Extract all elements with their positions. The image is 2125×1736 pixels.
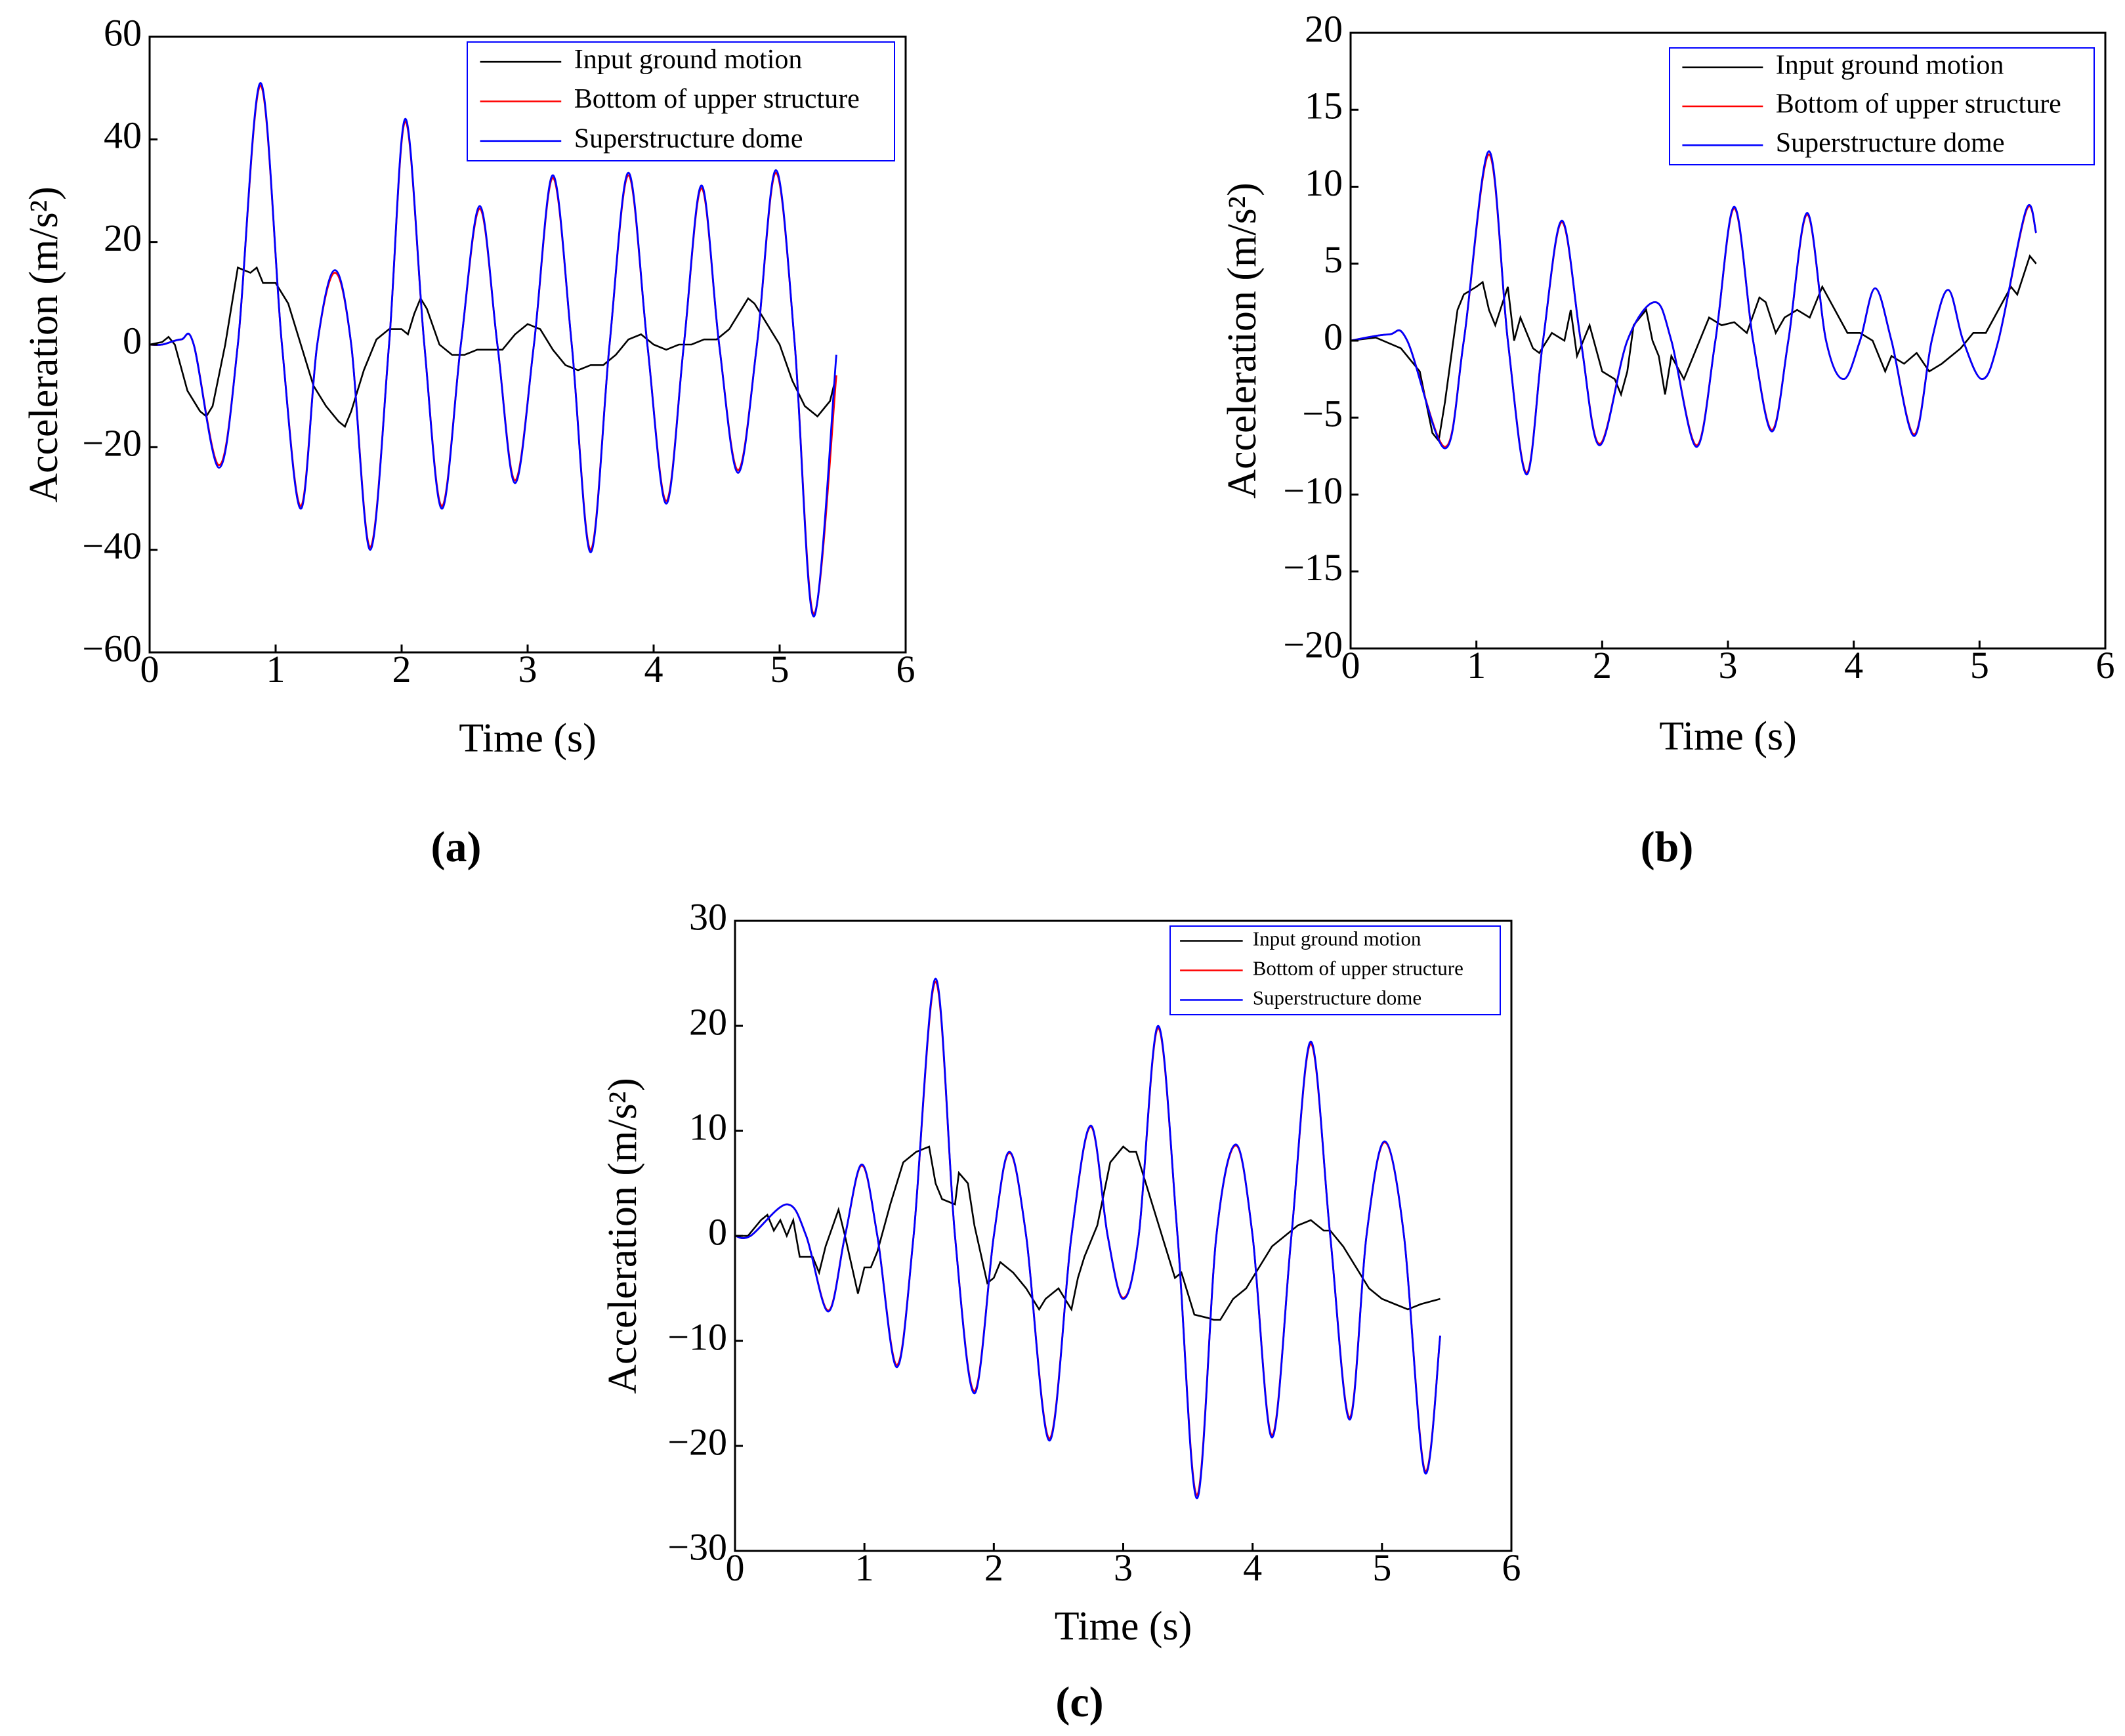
legend-label: Input ground motion xyxy=(1776,50,2004,80)
legend-label: Bottom of upper structure xyxy=(1776,89,2061,119)
series-line xyxy=(734,977,1441,1500)
legend-label: Bottom of upper structure xyxy=(1253,957,1463,980)
x-tick-label: 6 xyxy=(896,648,915,690)
x-tick-label: 5 xyxy=(770,648,789,690)
subplot: 0 1 2 3 4 5 6 −60 −40 −20 0 20 40 60 Time (s) Accelerat… xyxy=(22,11,915,871)
y-tick-label: −20 xyxy=(82,422,142,465)
x-tick-label: 1 xyxy=(1467,644,1486,687)
x-tick-label: 3 xyxy=(1114,1546,1133,1589)
panel-label: (a) xyxy=(431,823,482,871)
legend-label: Superstructure dome xyxy=(1776,128,2005,158)
legend-label: Bottom of upper structure xyxy=(574,84,860,114)
x-tick-label: 3 xyxy=(1719,644,1738,687)
y-axis-label: Acceleration (m/s²) xyxy=(1220,182,1265,499)
x-axis-label: Time (s) xyxy=(459,716,597,761)
x-tick-label: 5 xyxy=(1970,644,1989,687)
y-tick-label: −60 xyxy=(82,627,142,669)
legend: Input ground motion Bottom of upper struc… xyxy=(467,41,895,161)
panel-label: (b) xyxy=(1641,823,1694,871)
y-tick-label: 20 xyxy=(1305,7,1343,50)
legend-label: Superstructure dome xyxy=(1253,986,1421,1009)
series-line xyxy=(735,1145,1441,1321)
y-tick-label: −15 xyxy=(1283,546,1343,589)
y-tick-label: 20 xyxy=(104,217,142,259)
subplot: 0 1 2 3 4 5 6 −20 −15 −10 −5 0 5 10 15 20 Time (s) Accele… xyxy=(1220,7,2114,871)
y-tick-label: 5 xyxy=(1324,238,1343,281)
y-tick-label: 30 xyxy=(689,895,727,938)
y-axis-label: Acceleration (m/s²) xyxy=(22,186,66,503)
panel-label: (c) xyxy=(1055,1678,1103,1726)
y-tick-label: 15 xyxy=(1305,85,1343,127)
series-line xyxy=(1350,254,2037,443)
x-tick-label: 6 xyxy=(1502,1546,1521,1589)
legend: Input ground motion Bottom of upper struc… xyxy=(1169,925,1501,1015)
y-tick-label: −10 xyxy=(1283,469,1343,512)
x-tick-label: 4 xyxy=(644,648,663,690)
x-axis-label: Time (s) xyxy=(1055,1604,1192,1649)
x-tick-label: 0 xyxy=(726,1546,745,1589)
x-tick-label: 1 xyxy=(855,1546,874,1589)
x-tick-label: 2 xyxy=(984,1546,1003,1589)
y-tick-label: −20 xyxy=(1283,623,1343,666)
y-tick-label: −20 xyxy=(667,1420,727,1463)
subplot: 0 1 2 3 4 5 6 −30 −20 −10 0 10 20 30 Time (s) Accelerat… xyxy=(600,895,1521,1726)
x-tick-label: 0 xyxy=(1341,644,1360,687)
x-tick-label: 2 xyxy=(392,648,411,690)
x-tick-label: 4 xyxy=(1243,1546,1262,1589)
series-line xyxy=(734,981,1441,1496)
y-tick-label: −40 xyxy=(82,524,142,567)
x-axis-label: Time (s) xyxy=(1659,714,1797,759)
x-tick-label: 1 xyxy=(266,648,285,690)
legend-label: Input ground motion xyxy=(1253,927,1421,950)
x-tick-label: 0 xyxy=(140,648,159,690)
series-line xyxy=(149,266,837,429)
series-line xyxy=(1350,150,2037,476)
x-tick-label: 5 xyxy=(1372,1546,1391,1589)
y-tick-label: 60 xyxy=(104,11,142,54)
x-tick-label: 3 xyxy=(518,648,537,690)
x-tick-label: 2 xyxy=(1593,644,1612,687)
legend-label: Superstructure dome xyxy=(574,123,803,154)
y-tick-label: −10 xyxy=(667,1315,727,1358)
y-tick-label: 10 xyxy=(689,1105,727,1148)
y-tick-label: 0 xyxy=(1324,315,1343,358)
y-tick-label: 10 xyxy=(1305,161,1343,204)
y-tick-label: 20 xyxy=(689,1000,727,1043)
x-tick-label: 6 xyxy=(2096,644,2115,687)
legend-label: Input ground motion xyxy=(574,45,803,75)
y-tick-label: 40 xyxy=(104,114,142,157)
y-tick-label: 0 xyxy=(708,1210,727,1253)
series-line xyxy=(149,81,837,618)
y-tick-label: −30 xyxy=(667,1525,727,1568)
y-tick-label: −5 xyxy=(1302,392,1343,435)
y-tick-label: 0 xyxy=(123,319,142,362)
x-tick-label: 4 xyxy=(1844,644,1863,687)
legend: Input ground motion Bottom of upper struc… xyxy=(1669,47,2095,165)
y-axis-label: Acceleration (m/s²) xyxy=(600,1078,645,1394)
